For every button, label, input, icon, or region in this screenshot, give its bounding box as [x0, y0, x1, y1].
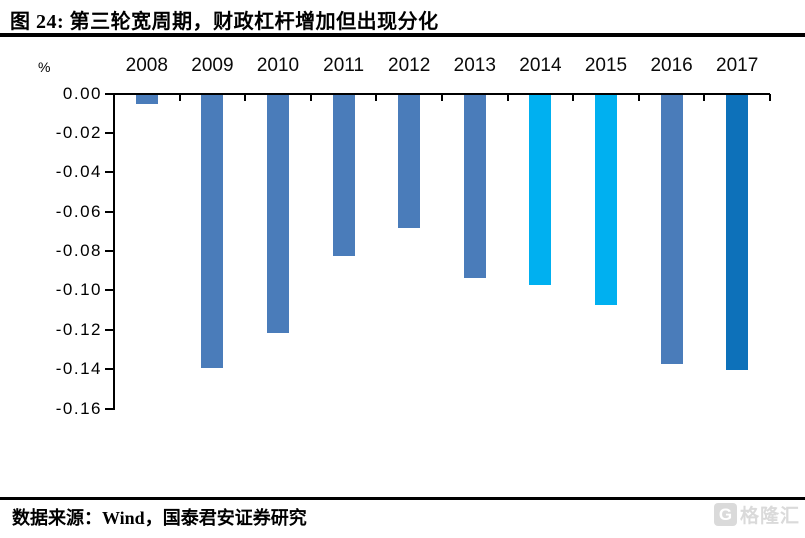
bar-2010: [267, 94, 289, 333]
x-axis-label-2009: 2009: [191, 55, 234, 76]
x-tick-mark: [441, 93, 443, 101]
bar-2011: [332, 94, 355, 256]
bar-2015: [595, 94, 617, 306]
x-tick-mark: [637, 93, 640, 101]
footer-divider: [0, 497, 805, 500]
y-tick-mark: [105, 368, 114, 371]
x-tick-mark: [375, 93, 378, 101]
y-tick-mark: [105, 171, 114, 174]
bar-chart: % 2008 2009 2010 2011 2012 2013 2014 2015 2016 20…: [0, 40, 805, 490]
x-tick-mark: [309, 93, 312, 101]
x-tick-mark: [244, 93, 247, 101]
x-tick-mark: [769, 93, 771, 101]
y-tick-mark: [105, 131, 114, 134]
bar-2013: [463, 94, 486, 278]
watermark: G 格隆汇: [713, 501, 800, 528]
bar-2017: [726, 94, 749, 371]
bar-2016: [660, 94, 683, 365]
y-tick-mark: [105, 250, 114, 252]
y-tick-mark: [105, 210, 114, 213]
x-axis-label-2011: 2011: [323, 55, 365, 76]
x-axis-label-2008: 2008: [125, 55, 168, 76]
y-axis-label--0.10: -0.10: [55, 280, 102, 300]
bar-2008: [135, 94, 158, 105]
bar-2014: [529, 94, 552, 286]
y-axis-label--0.02: -0.02: [55, 122, 102, 142]
x-axis-label-2010: 2010: [256, 55, 300, 76]
watermark-brand-name: 格隆汇: [739, 506, 800, 527]
y-axis-label--0.14: -0.14: [55, 359, 102, 379]
y-axis-label--0.04: -0.04: [55, 162, 102, 182]
x-axis-label-2012: 2012: [388, 55, 431, 76]
x-tick-mark: [506, 93, 509, 101]
title-divider: [0, 33, 805, 37]
x-tick-mark: [572, 93, 575, 101]
x-axis-label-2017: 2017: [716, 55, 759, 76]
data-source-text: 数据来源：Wind，国泰君安证券研究: [12, 508, 307, 528]
x-axis-label-2013: 2013: [453, 55, 496, 76]
y-axis-label-0.00: 0.00: [62, 83, 102, 103]
x-axis-label-2014: 2014: [519, 55, 562, 76]
x-tick-mark: [178, 93, 181, 101]
x-tick-mark: [703, 93, 706, 101]
y-tick-mark: [105, 328, 114, 331]
y-axis-label--0.08: -0.08: [55, 241, 102, 260]
bar-2012: [398, 94, 421, 229]
y-tick-mark: [105, 92, 114, 95]
y-axis-label--0.06: -0.06: [55, 201, 102, 221]
figure-title: 图 24: 第三轮宽周期，财政杠杆增加但出现分化: [10, 11, 439, 33]
x-axis-label-2015: 2015: [584, 55, 628, 76]
y-tick-mark: [105, 289, 114, 292]
x-axis-line: [113, 93, 770, 95]
y-axis-label--0.16: -0.16: [55, 398, 102, 418]
y-axis-label--0.12: -0.12: [55, 319, 102, 339]
x-axis-label-2016: 2016: [650, 55, 693, 76]
y-axis-unit-label: %: [38, 59, 51, 75]
bar-2009: [201, 94, 224, 369]
y-tick-mark: [105, 407, 114, 410]
gelonghui-logo-icon: G: [713, 503, 737, 526]
y-axis-line: [113, 93, 115, 410]
